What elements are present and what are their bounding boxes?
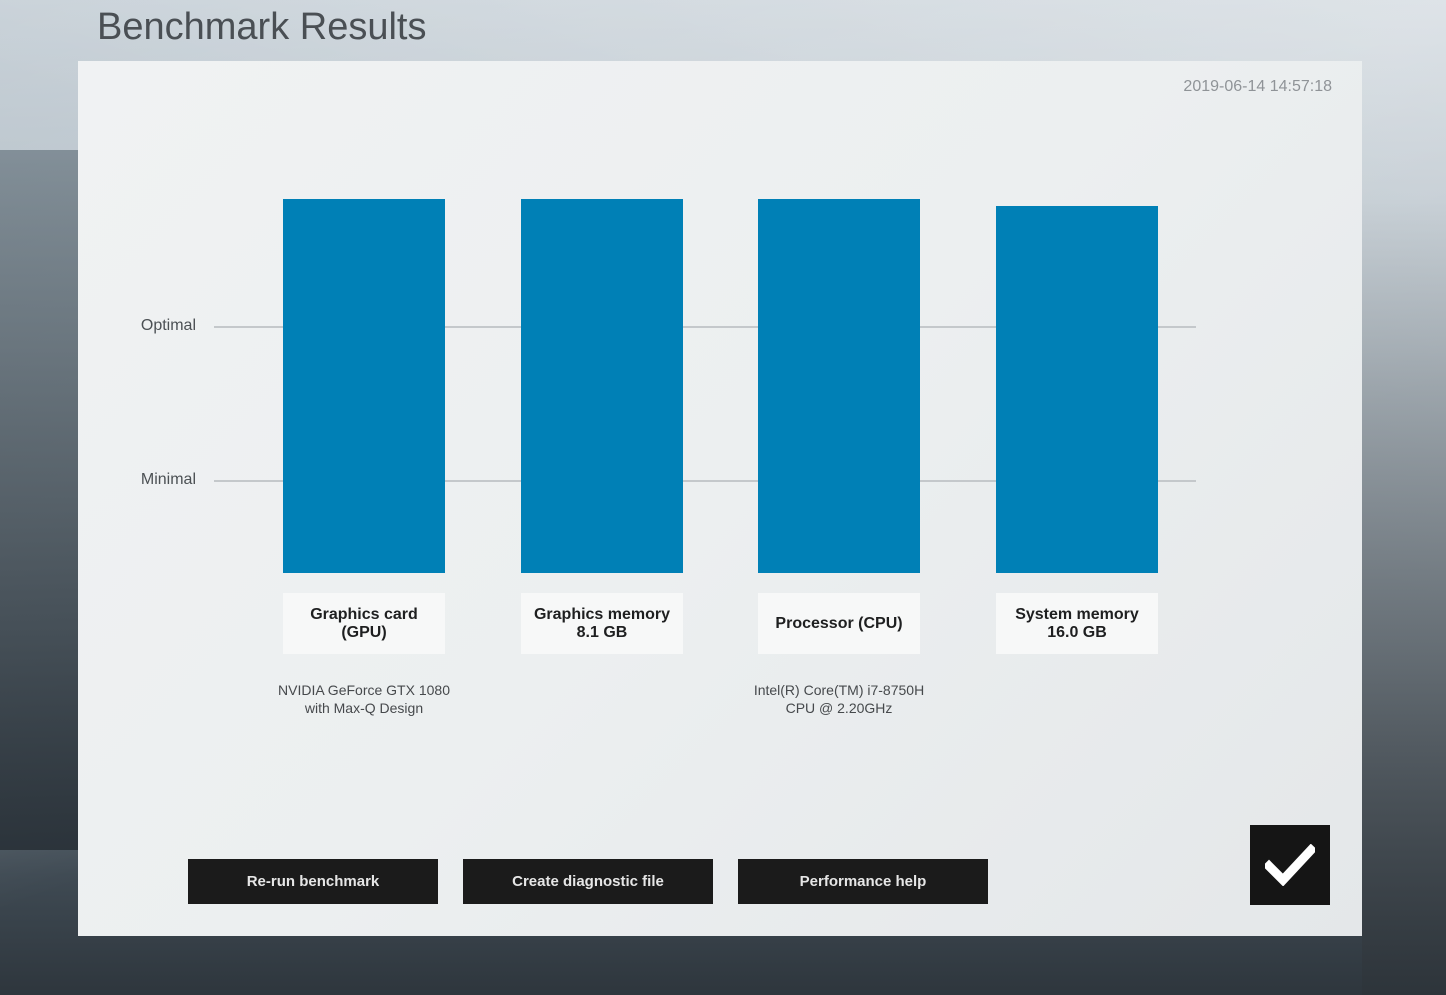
checkmark-icon xyxy=(1265,844,1315,886)
bar-graphics-memory xyxy=(521,199,683,573)
detail-gpu-line2: with Max-Q Design xyxy=(304,700,424,716)
optimal-line xyxy=(214,326,1196,328)
detail-gpu-line1: NVIDIA GeForce GTX 1080 xyxy=(278,682,450,698)
detail-cpu: Intel(R) Core(TM) i7-8750H CPU @ 2.20GHz xyxy=(719,681,959,717)
label-gpu: Graphics card (GPU) xyxy=(283,593,445,654)
timestamp: 2019-06-14 14:57:18 xyxy=(1183,78,1332,95)
detail-cpu-line2: CPU @ 2.20GHz xyxy=(785,700,893,716)
label-gpu-line1: Graphics card xyxy=(310,605,418,623)
label-gpu-line2: (GPU) xyxy=(341,623,387,641)
detail-cpu-line1: Intel(R) Core(TM) i7-8750H xyxy=(753,682,925,698)
create-diagnostic-file-button[interactable]: Create diagnostic file xyxy=(463,859,713,904)
label-cpu-line1: Processor (CPU) xyxy=(775,614,903,632)
minimal-line xyxy=(214,480,1196,482)
rerun-benchmark-button[interactable]: Re-run benchmark xyxy=(188,859,438,904)
detail-gpu: NVIDIA GeForce GTX 1080 with Max-Q Desig… xyxy=(244,681,484,717)
label-cpu: Processor (CPU) xyxy=(758,593,920,654)
label-system-memory: System memory 16.0 GB xyxy=(996,593,1158,654)
label-graphics-memory: Graphics memory 8.1 GB xyxy=(521,593,683,654)
page-title: Benchmark Results xyxy=(97,6,427,48)
confirm-button[interactable] xyxy=(1250,825,1330,905)
bar-cpu xyxy=(758,199,920,573)
performance-help-button[interactable]: Performance help xyxy=(738,859,988,904)
bar-gpu xyxy=(283,199,445,573)
label-graphics-memory-line2: 8.1 GB xyxy=(576,623,628,641)
label-system-memory-line1: System memory xyxy=(1015,605,1139,623)
label-system-memory-line2: 16.0 GB xyxy=(1047,623,1107,641)
results-panel: 2019-06-14 14:57:18 Optimal Minimal Grap… xyxy=(78,61,1362,936)
label-graphics-memory-line1: Graphics memory xyxy=(533,605,671,623)
minimal-label: Minimal xyxy=(140,471,196,488)
bar-system-memory xyxy=(996,206,1158,573)
background-shard-right xyxy=(1362,200,1446,995)
optimal-label: Optimal xyxy=(140,317,196,334)
